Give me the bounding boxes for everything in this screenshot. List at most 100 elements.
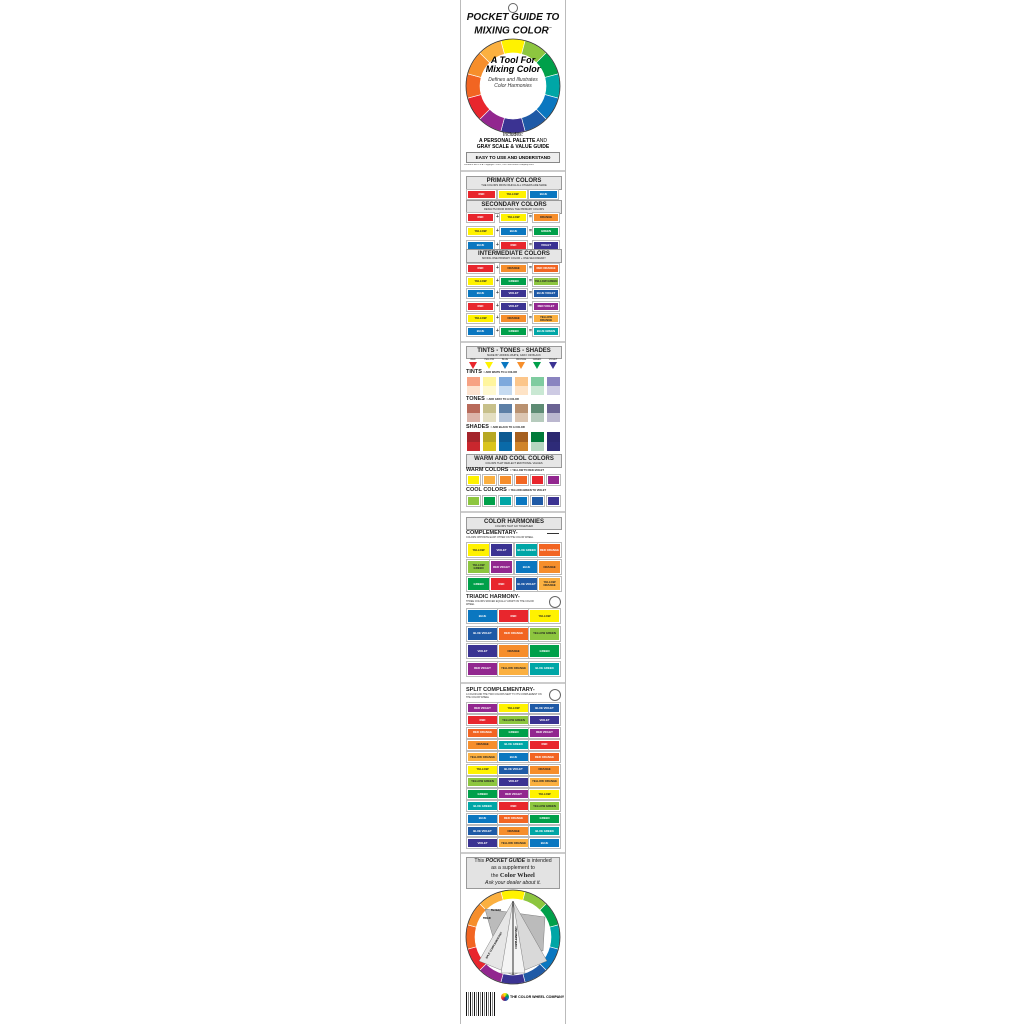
company-logo (501, 993, 509, 1001)
color-swatch-yellow-green: YELLOW GREEN (528, 800, 561, 813)
color-swatch-yellow-orange: YELLOW ORANGE (466, 751, 499, 764)
color-swatch-red-orange: RED ORANGE (528, 751, 561, 764)
color-swatch-yellow-green: YELLOW GREEN (532, 275, 560, 287)
title-line-1: POCKET GUIDE TO (466, 12, 560, 23)
color-swatch-red: RED (489, 576, 514, 592)
wheel-segment-yellow (500, 889, 526, 901)
wheel-outline (465, 889, 561, 985)
harmonies-header-title: COLOR HARMONIES (484, 519, 544, 525)
color-swatch-blue: BLUE (499, 226, 528, 237)
color-swatch-red (530, 474, 545, 486)
wheel-label: TRIAD (483, 917, 491, 920)
warm-colors-label-note: = YELLOW TO RED-VIOLET (510, 469, 544, 472)
color-swatch-yellow-orange: YELLOW ORANGE (532, 313, 560, 324)
primary-header-subtitle: THE COLORS FROM WHICH ALL OTHERS ARE MAD… (481, 184, 547, 187)
tint-swatch-top (547, 377, 560, 386)
color-swatch-blue: BLUE (528, 837, 561, 850)
equals-sign: = (529, 315, 532, 321)
color-swatch-yellow-green: YELLOW GREEN (497, 714, 530, 727)
plus-sign: + (496, 315, 499, 321)
wheel-segment-red-orange (465, 924, 477, 950)
color-swatch-blue: BLUE (528, 189, 559, 200)
intermediate-header-title: INTERMEDIATE COLORS (478, 251, 550, 257)
shade-swatch-top (547, 432, 560, 442)
color-swatch-green: GREEN (499, 325, 528, 337)
shade-swatch-top (531, 432, 544, 442)
shade-swatch-top (467, 432, 480, 442)
includes-and: AND (536, 138, 547, 144)
color-swatch-red: RED (466, 300, 495, 312)
color-swatch-orange: ORANGE (537, 559, 562, 575)
color-swatch-violet (546, 495, 561, 507)
tints-label-note: = ADD WHITE TO A COLOR (483, 371, 518, 374)
color-swatch-orange: ORANGE (466, 738, 499, 751)
intermediate-header: INTERMEDIATE COLORS MIXING ONE PRIMARY CO… (466, 249, 562, 263)
color-swatch-green: GREEN (499, 275, 528, 287)
wheel-segment-violet (500, 117, 526, 134)
secondary-header-title: SECONDARY COLORS (481, 202, 547, 208)
pocket-guide-strip: POCKET GUIDE TO MIXING COLOR™ A Tool For… (460, 0, 566, 1024)
tint-swatch-top (467, 377, 480, 386)
easy-banner: EASY TO USE AND UNDERSTAND (466, 152, 560, 163)
color-swatch-orange (498, 474, 513, 486)
color-swatch-red: RED (528, 738, 561, 751)
plus-sign: + (496, 290, 499, 296)
color-swatch-orange: ORANGE (532, 212, 560, 223)
color-swatch-yellow: YELLOW (528, 788, 561, 801)
tint-swatch-bottom (483, 386, 496, 395)
wheel-center-text: A Tool For Mixing Color Defines and Illu… (483, 56, 543, 90)
color-swatch-blue: BLUE (466, 812, 499, 825)
tint-swatch-bottom (515, 386, 528, 395)
color-swatch-yellow-green: YELLOW GREEN (466, 775, 499, 788)
color-swatch-green: GREEN (532, 226, 560, 237)
color-swatch-orange: ORANGE (528, 763, 561, 776)
color-swatch-yellow: YELLOW (497, 702, 530, 714)
color-swatch-yellow-green (466, 495, 481, 507)
wheel-label: TETRAD (491, 909, 501, 912)
cool-colors-label: COOL COLORS = YELLOW-GREEN TO VIOLET (466, 487, 547, 493)
tint-swatch-top (515, 377, 528, 386)
tone-swatch-bottom (547, 413, 560, 422)
supplement-box: This POCKET GUIDE is intended as a suppl… (466, 857, 560, 889)
color-swatch-red: RED (497, 800, 530, 813)
color-swatch-red-violet: RED VIOLET (466, 702, 499, 714)
equals-sign: = (529, 327, 532, 334)
triangle-label: GREEN (532, 358, 542, 361)
barcode (466, 992, 496, 1016)
color-swatch-blue-green: BLUE GREEN (497, 738, 530, 751)
color-swatch-red-violet (546, 474, 561, 486)
triangle-label: RED (470, 358, 476, 361)
company-name: THE COLOR WHEEL COMPANY (510, 995, 565, 999)
includes-palette: A PERSONAL PALETTE (479, 138, 536, 144)
color-swatch-yellow: YELLOW (497, 189, 528, 200)
equals-sign: = (529, 277, 532, 284)
tone-swatch-top (483, 404, 496, 413)
triadic-note: THREE COLORS SPACED EQUALLY APART ON THE… (466, 600, 534, 606)
wheel-segment-blue-green (549, 924, 561, 950)
split-complementary-label: SPLIT COMPLEMENTARY- (466, 687, 535, 693)
color-swatch-orange: ORANGE (499, 313, 528, 324)
color-swatch-blue-green: BLUE GREEN (514, 542, 539, 558)
color-swatch-red-orange (514, 474, 529, 486)
color-swatch-red-violet: RED VIOLET (532, 300, 560, 312)
color-swatch-yellow-orange (482, 474, 497, 486)
harmonies-header-subtitle: COLORS THAT GO TOGETHER (495, 525, 533, 528)
tone-swatch-bottom (531, 413, 544, 422)
includes-text: Includes: A PERSONAL PALETTE AND GRAY SC… (461, 132, 565, 150)
color-swatch-blue: BLUE (466, 288, 495, 299)
color-swatch-red-orange: RED ORANGE (532, 263, 560, 274)
tints-tones-shades-header-title: TINTS - TONES - SHADES (477, 348, 551, 354)
triangle-label: BLUE (501, 358, 509, 361)
tones-label: TONES = ADD GRAY TO A COLOR (466, 396, 519, 402)
tone-swatch-top (467, 404, 480, 413)
color-wheel-top (465, 38, 561, 134)
color-swatch-blue-green: BLUE GREEN (528, 825, 561, 837)
color-swatch-blue-violet: BLUE VIOLET (497, 763, 530, 776)
color-swatch-blue-violet: BLUE VIOLET (528, 702, 561, 714)
color-swatch-yellow-orange: YELLOW ORANGE (497, 837, 530, 850)
tint-swatch-bottom (499, 386, 512, 395)
color-swatch-blue: BLUE (497, 751, 530, 764)
color-swatch-yellow: YELLOW (466, 275, 495, 287)
color-swatch-yellow-green: YELLOW GREEN (466, 559, 491, 575)
